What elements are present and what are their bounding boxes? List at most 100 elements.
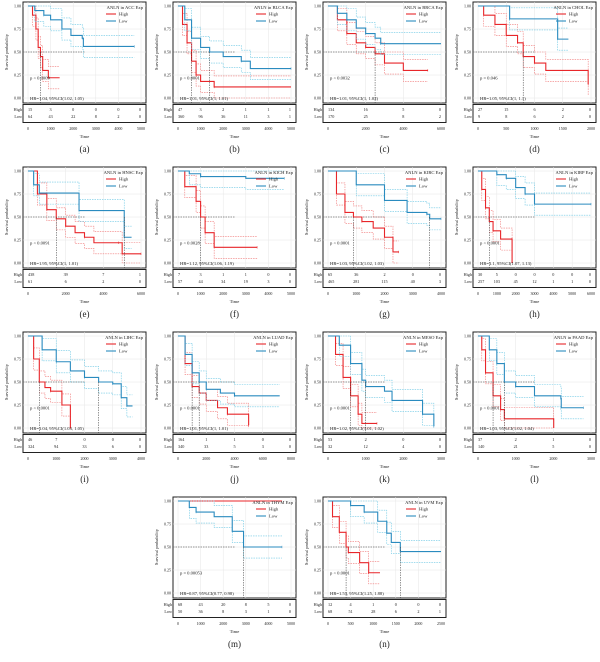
- km-plot: 0.00 0.25 0.50 0.75 1.00 Survival probability…: [304, 166, 447, 319]
- x-tick-label: 2000: [62, 291, 70, 296]
- risk-count-low: 2: [102, 279, 104, 284]
- legend-title: ANLN in HNSC Exp: [104, 170, 144, 175]
- y-tick-label: 0.50: [164, 215, 171, 220]
- x-tick-label: 2000: [219, 621, 227, 626]
- ci-lower-high: [328, 170, 399, 264]
- y-tick-label: 0.00: [314, 426, 321, 431]
- risk-label-high: High: [314, 272, 323, 277]
- x-tick-label: 1000: [47, 126, 55, 131]
- p-value: p < 0.0009: [30, 76, 51, 81]
- ci-lower-high: [328, 5, 428, 82]
- risk-count-high: 37: [478, 437, 482, 442]
- risk-label-high: High: [314, 437, 323, 442]
- legend-title: ANLN in LUAD Exp: [253, 335, 294, 340]
- legend-low-label: Low: [269, 514, 278, 519]
- risk-table: [22, 104, 147, 123]
- km-plot: 0.00 0.25 0.50 0.75 1.00 Survival probability…: [4, 1, 147, 154]
- legend-high-label: High: [269, 177, 279, 182]
- risk-table: [472, 269, 597, 288]
- x-tick-label: 5000: [287, 291, 295, 296]
- legend-title: ANLN in BLCA Exp: [254, 5, 294, 10]
- risk-count-high: 0: [402, 437, 404, 442]
- y-axis-label: Survival probability: [4, 33, 9, 70]
- risk-count-low: 22: [71, 114, 75, 119]
- risk-count-high: 0: [589, 272, 591, 277]
- x-tick-label: 2000: [81, 456, 89, 461]
- y-tick-label: 1.00: [164, 4, 171, 9]
- hazard-ratio: HR=1.53, 95%CI(1.25, 1.88): [330, 591, 384, 597]
- x-tick-label: 0: [177, 291, 179, 296]
- legend-low-label: Low: [569, 184, 578, 189]
- risk-count-high: 1: [289, 107, 291, 112]
- risk-table: [22, 269, 147, 288]
- risk-label-low: Low: [14, 444, 22, 449]
- risk-label-low: Low: [164, 114, 172, 119]
- km-plot: 0.00 0.25 0.50 0.75 1.00 Survival probability…: [454, 331, 597, 484]
- y-tick-label: 0.75: [14, 27, 21, 32]
- risk-count-low: 1: [552, 279, 554, 284]
- risk-count-high: 8: [245, 602, 247, 607]
- risk-table: [472, 434, 597, 453]
- panel-label: (i): [80, 474, 89, 484]
- ci-upper-high: [478, 170, 513, 252]
- x-tick-label: 0: [177, 621, 179, 626]
- risk-count-low: 8: [95, 114, 97, 119]
- x-tick-label: 2000: [219, 291, 227, 296]
- x-tick-label: 500: [503, 126, 509, 131]
- hazard-ratio: HR=1.03, 95%CI(1.02, 1.03): [330, 261, 384, 267]
- risk-count-high: 36: [354, 272, 358, 277]
- risk-count-high: 1: [245, 107, 247, 112]
- y-tick-label: 1.00: [14, 334, 21, 339]
- y-tick-label: 0.50: [314, 380, 321, 385]
- km-panel: 0.00 0.25 0.50 0.75 1.00 Survival probability…: [300, 165, 450, 327]
- panel-label: (e): [80, 309, 90, 319]
- y-tick-label: 0.00: [164, 96, 171, 101]
- ci-upper-low: [178, 500, 282, 537]
- survival-curve-low: [28, 5, 135, 48]
- ci-lower-low: [178, 335, 280, 408]
- y-tick-label: 1.00: [164, 334, 171, 339]
- x-tick-label: 5000: [568, 291, 576, 296]
- km-panel: 0.00 0.25 0.50 0.75 1.00 Survival probability…: [300, 495, 450, 657]
- risk-count-low: 32: [328, 444, 332, 449]
- y-tick-label: 0.50: [14, 380, 21, 385]
- y-tick-label: 0.00: [464, 96, 471, 101]
- x-tick-label: 3000: [92, 126, 100, 131]
- risk-table: [322, 599, 447, 618]
- risk-count-high: 5: [267, 602, 269, 607]
- x-tick-label: 0: [27, 456, 29, 461]
- risk-count-low: 5: [552, 444, 554, 449]
- plot-area: [172, 1, 297, 104]
- km-panel: 0.00 0.25 0.50 0.75 1.00 Survival probability…: [0, 0, 150, 162]
- ci-upper-high: [178, 335, 249, 415]
- risk-count-high: 1: [552, 437, 554, 442]
- y-axis-label: Survival probability: [154, 33, 159, 70]
- ci-upper-low: [28, 335, 133, 396]
- risk-count-low: 8: [505, 114, 507, 119]
- risk-table: [172, 269, 297, 288]
- legend-high-label: High: [269, 342, 279, 347]
- x-tick-label: 2000: [512, 291, 520, 296]
- risk-count-high: 15: [28, 107, 32, 112]
- x-tick-label: 4000: [99, 291, 107, 296]
- p-value: p < 0.0091: [30, 241, 51, 246]
- km-panel: 0.00 0.25 0.50 0.75 1.00 Survival probability…: [150, 0, 300, 162]
- risk-label-high: High: [464, 107, 473, 112]
- risk-count-high: 0: [439, 437, 441, 442]
- risk-count-low: 28: [371, 609, 375, 614]
- risk-label-low: Low: [464, 444, 472, 449]
- panel-label: (j): [230, 474, 239, 484]
- risk-count-high: 0: [289, 437, 291, 442]
- plot-area: [22, 166, 147, 269]
- x-tick-label: 5000: [287, 621, 295, 626]
- risk-count-low: 94: [54, 444, 59, 449]
- risk-count-high: 3: [200, 272, 202, 277]
- panel-label: (b): [229, 144, 240, 154]
- legend-high-label: High: [269, 507, 279, 512]
- survival-curve-low: [178, 500, 282, 548]
- risk-count-high: 0: [395, 602, 397, 607]
- y-axis-label: Survival probability: [304, 198, 309, 235]
- y-tick-label: 1.00: [164, 169, 171, 174]
- x-tick-label: 3000: [409, 291, 417, 296]
- risk-label-low: Low: [164, 279, 172, 284]
